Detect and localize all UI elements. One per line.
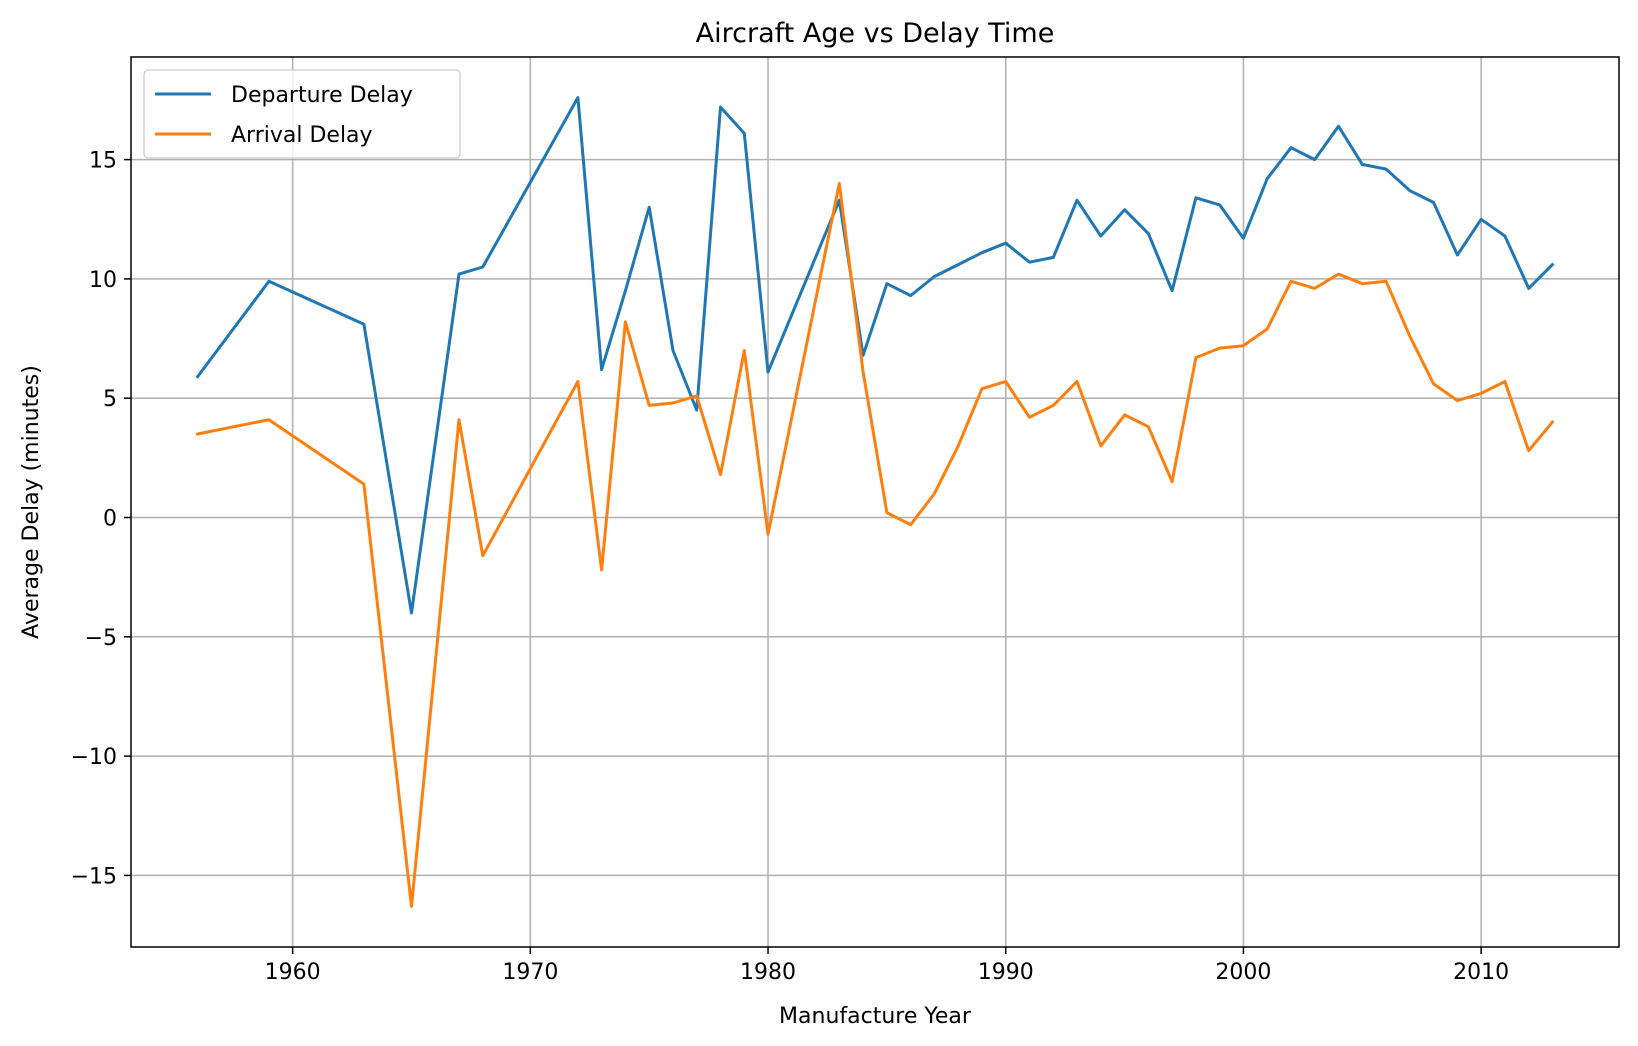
series-lines bbox=[195, 96, 1555, 908]
x-tick-label: 2000 bbox=[1215, 960, 1271, 985]
x-tick-label: 1990 bbox=[978, 960, 1034, 985]
y-tick-label: 0 bbox=[103, 507, 117, 532]
legend-label-arrival-delay: Arrival Delay bbox=[231, 123, 373, 148]
x-axis-ticks: 1960 1970 1980 1990 2000 2010 bbox=[265, 947, 1509, 985]
y-tick-label: 15 bbox=[89, 149, 117, 174]
series-line-arrival-delay bbox=[195, 182, 1555, 908]
x-tick-label: 1960 bbox=[265, 960, 321, 985]
legend-box bbox=[143, 69, 461, 159]
legend: Departure Delay Arrival Delay bbox=[143, 69, 461, 159]
y-axis-ticks: −15 −10 −5 0 5 10 15 bbox=[71, 149, 131, 889]
x-axis-label: Manufacture Year bbox=[779, 1004, 972, 1029]
y-axis-label: Average Delay (minutes) bbox=[19, 365, 44, 639]
y-tick-label: −10 bbox=[71, 745, 117, 770]
series-line-departure-delay bbox=[195, 96, 1555, 615]
x-tick-label: 1980 bbox=[740, 960, 796, 985]
legend-label-departure-delay: Departure Delay bbox=[231, 83, 413, 108]
y-tick-label: −5 bbox=[85, 626, 117, 651]
y-tick-label: 10 bbox=[89, 268, 117, 293]
y-tick-label: −15 bbox=[71, 864, 117, 889]
y-tick-label: 5 bbox=[103, 387, 117, 412]
x-tick-label: 2010 bbox=[1453, 960, 1509, 985]
chart-title: Aircraft Age vs Delay Time bbox=[696, 18, 1055, 49]
x-tick-label: 1970 bbox=[502, 960, 558, 985]
grid-lines bbox=[131, 57, 1619, 947]
plot-area-frame bbox=[130, 56, 1620, 948]
